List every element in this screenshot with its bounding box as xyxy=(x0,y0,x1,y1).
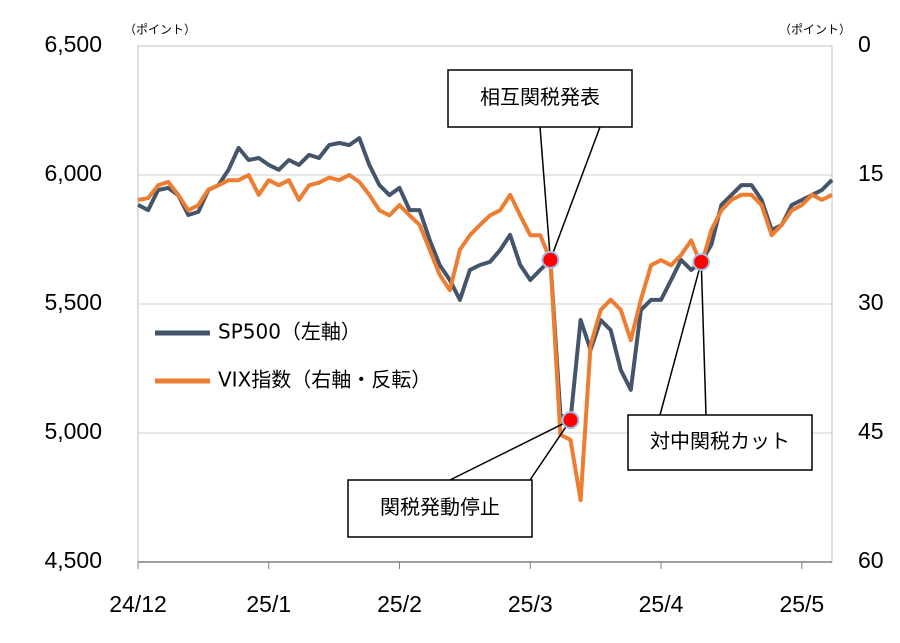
y-unit: （ポイント） xyxy=(124,23,196,37)
annotation-text: 相互関税発表 xyxy=(480,85,600,109)
annotation-leader xyxy=(700,261,707,416)
y2-tick-label: 60 xyxy=(858,547,884,573)
event-marker xyxy=(692,252,711,271)
y-tick-label: 4,500 xyxy=(44,547,102,573)
y-tick-label: 5,000 xyxy=(44,418,102,444)
annotation-text: 対中関税カット xyxy=(650,429,790,453)
y-tick-label: 6,000 xyxy=(44,160,102,186)
annotation-box xyxy=(447,69,633,128)
annotation-box xyxy=(627,414,813,471)
annotation-leader xyxy=(539,126,552,260)
x-tick-label: 24/12 xyxy=(109,591,167,617)
x-tick-label: 25/4 xyxy=(639,591,684,617)
y2-tick-label: 30 xyxy=(858,289,884,315)
x-tick-label: 25/2 xyxy=(377,591,422,617)
annotation-leader xyxy=(549,126,601,261)
y-tick-label: 6,500 xyxy=(44,31,102,57)
x-tick-label: 25/5 xyxy=(779,591,824,617)
annotation-leader xyxy=(659,261,702,416)
x-tick-label: 25/3 xyxy=(508,591,553,617)
y2-unit: （ポイント） xyxy=(779,23,851,37)
y-tick-label: 5,500 xyxy=(44,289,102,315)
annotation-leader xyxy=(449,419,571,481)
series-line xyxy=(137,136,834,423)
series-line xyxy=(137,173,833,503)
y2-tick-label: 0 xyxy=(858,31,871,57)
legend-label: VIX指数（右軸・反転） xyxy=(218,368,431,392)
event-marker xyxy=(541,250,560,269)
x-tick-label: 25/1 xyxy=(246,591,291,617)
annotation-text: 関税発動停止 xyxy=(380,495,500,519)
annotation-box xyxy=(347,479,533,538)
event-marker xyxy=(561,411,580,430)
y2-tick-label: 15 xyxy=(858,160,884,186)
y2-tick-label: 45 xyxy=(858,418,884,444)
legend-label: SP500（左軸） xyxy=(218,320,361,344)
annotation-leader xyxy=(529,419,572,481)
